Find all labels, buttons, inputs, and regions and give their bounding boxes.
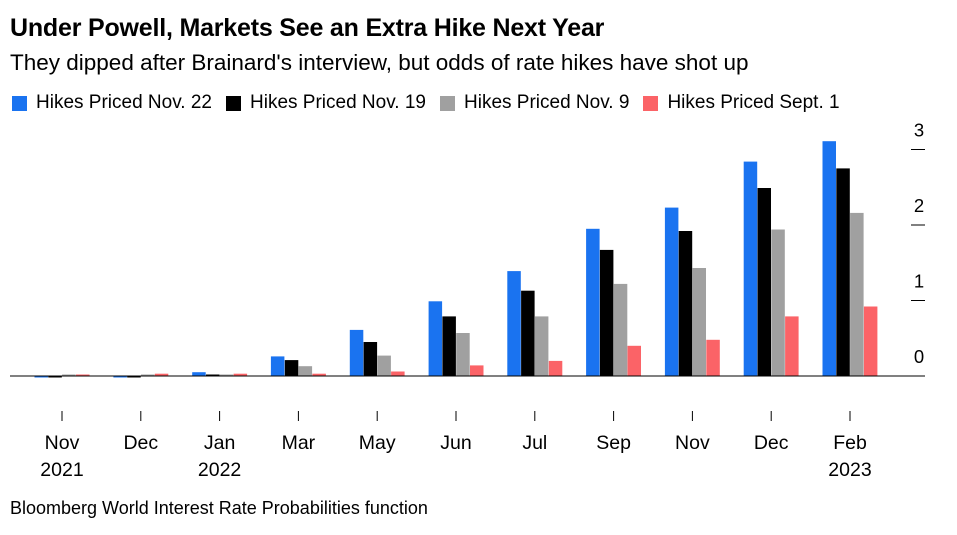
bar	[863, 306, 878, 376]
legend-item: Hikes Priced Sept. 1	[643, 92, 840, 114]
legend-label: Hikes Priced Nov. 19	[250, 92, 426, 113]
bar	[284, 360, 299, 376]
bar	[521, 290, 535, 376]
bar	[743, 161, 758, 376]
bar	[771, 229, 785, 376]
x-tick-label: Nov	[45, 432, 80, 454]
legend-label: Hikes Priced Nov. 22	[36, 92, 212, 113]
bar	[599, 249, 614, 376]
x-tick-year-label: 2023	[828, 459, 871, 481]
x-tick-label: Jan	[204, 432, 235, 454]
bar	[62, 374, 76, 376]
bar	[534, 316, 549, 376]
y-tick-label: 0	[914, 346, 924, 367]
chart-subtitle: They dipped after Brainard's interview, …	[10, 50, 749, 75]
legend-swatch	[440, 95, 455, 111]
bar	[270, 356, 285, 376]
x-tick-label: Dec	[754, 432, 789, 454]
legend-label: Hikes Priced Sept. 1	[667, 92, 840, 113]
legend-swatch	[643, 95, 659, 111]
x-tick-label: Mar	[282, 432, 316, 454]
bar	[363, 342, 378, 376]
x-tick-label: Feb	[833, 432, 867, 454]
bar	[349, 329, 364, 376]
legend-swatch	[226, 95, 241, 111]
x-tick-year-label: 2021	[40, 459, 83, 481]
bar	[613, 283, 628, 376]
source-note: Bloomberg World Interest Rate Probabilit…	[10, 498, 428, 518]
bar	[785, 316, 799, 376]
x-tick-label: Sep	[596, 432, 631, 454]
bar	[678, 231, 693, 376]
x-tick-label: Dec	[123, 432, 158, 454]
chart-title: Under Powell, Markets See an Extra Hike …	[10, 14, 605, 42]
bar	[141, 374, 155, 376]
bar	[154, 373, 169, 376]
legend-swatch	[12, 95, 27, 111]
bar	[428, 301, 443, 376]
y-tick-label: 2	[914, 195, 924, 216]
bar	[664, 207, 679, 376]
y-tick-label: 3	[914, 120, 924, 141]
bar	[706, 339, 720, 376]
bar	[442, 316, 456, 376]
x-tick-label: Jun	[440, 432, 471, 454]
x-tick-label: Nov	[675, 432, 710, 454]
bar	[836, 168, 850, 376]
bar	[219, 374, 234, 376]
bar	[470, 365, 484, 376]
bar	[507, 271, 521, 376]
y-tick-label: 1	[914, 271, 924, 292]
bar	[76, 374, 90, 376]
bar	[757, 188, 771, 376]
bar	[192, 372, 206, 376]
bar	[377, 355, 391, 376]
x-tick-label: Jul	[522, 432, 547, 454]
bar	[586, 228, 600, 376]
legend-label: Hikes Priced Nov. 9	[464, 92, 630, 113]
x-tick-label: May	[359, 432, 396, 454]
bar	[233, 373, 248, 376]
legend-item: Hikes Priced Nov. 19	[226, 92, 426, 114]
bar	[298, 366, 313, 376]
bar	[391, 371, 405, 376]
bar	[206, 374, 220, 376]
bar	[127, 376, 141, 378]
legend-item: Hikes Priced Nov. 22	[12, 92, 212, 114]
bar	[312, 373, 326, 376]
bar	[627, 345, 641, 376]
bar	[850, 212, 864, 376]
bar	[692, 268, 706, 376]
bar	[548, 360, 563, 376]
bar	[113, 376, 127, 378]
bar	[456, 333, 470, 376]
bar	[48, 376, 62, 378]
bar	[822, 141, 836, 376]
x-tick-year-label: 2022	[198, 459, 241, 481]
legend-item: Hikes Priced Nov. 9	[440, 92, 629, 114]
bar	[34, 376, 48, 378]
chart-legend: Hikes Priced Nov. 22 Hikes Priced Nov. 19…	[12, 92, 854, 114]
